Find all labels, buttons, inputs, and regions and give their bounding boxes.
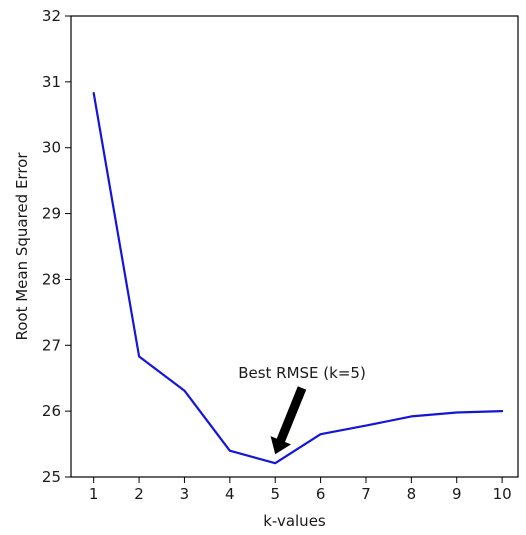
y-tick-label: 29 [42,205,61,223]
x-tick-label: 4 [225,485,235,503]
x-tick-label: 7 [361,485,371,503]
x-tick-label: 5 [270,485,280,503]
series-line [92,91,504,465]
y-tick-label: 25 [42,468,61,486]
x-axis-label: k-values [263,512,326,530]
y-tick-label: 28 [42,270,61,288]
x-tick-label: 1 [89,485,99,503]
x-tick-label: 6 [316,485,326,503]
y-tick-label: 31 [42,73,61,91]
y-tick-label: 30 [42,139,61,157]
x-tick-label: 2 [134,485,144,503]
annotation-layer [270,386,307,455]
y-axis-ticks: 25 26 27 28 29 30 31 32 [42,7,71,486]
x-tick-label: 8 [407,485,417,503]
x-tick-label: 10 [493,485,512,503]
plot-frame [70,15,519,478]
y-tick-label: 32 [42,7,61,25]
x-tick-label: 9 [452,485,462,503]
x-axis-ticks: 1 2 3 4 5 6 7 8 9 10 [89,477,512,503]
annotation-text: Best RMSE (k=5) [238,364,366,382]
y-tick-label: 26 [42,402,61,420]
series-layer [92,91,504,465]
x-tick-label: 3 [180,485,190,503]
y-axis-label: Root Mean Squared Error [13,152,31,341]
annotation-arrow [270,386,307,455]
y-tick-label: 27 [42,336,61,354]
